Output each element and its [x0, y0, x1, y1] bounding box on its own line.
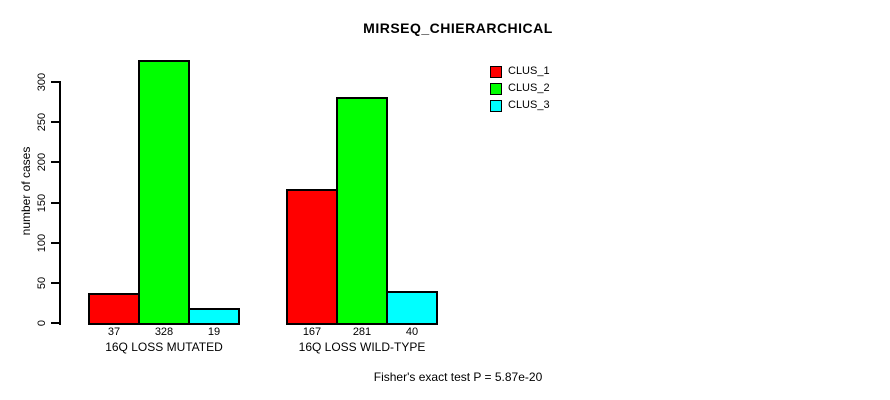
fisher-test-note: Fisher's exact test P = 5.87e-20 — [373, 370, 543, 384]
y-tick-mark — [51, 81, 60, 83]
y-tick-label: 200 — [36, 153, 48, 172]
legend-color-swatch — [490, 100, 502, 112]
bar-clus_3-group2 — [386, 291, 438, 325]
chart-title: MIRSEQ_CHIERARCHICAL — [363, 20, 553, 36]
y-axis-label: number of cases — [19, 146, 33, 236]
bar-clus_3-group1 — [188, 308, 240, 325]
y-tick-mark — [51, 281, 60, 284]
bar-value-label: 167 — [302, 326, 322, 338]
y-tick-label: 0 — [36, 319, 48, 327]
y-tick-label: 250 — [36, 112, 48, 132]
bar-value-label: 19 — [207, 326, 221, 338]
y-tick-mark — [51, 161, 60, 164]
bar-clus_2-group2 — [336, 97, 388, 325]
y-axis-line — [59, 81, 61, 325]
bar-clus_2-group1 — [138, 60, 190, 325]
bar-value-label: 37 — [107, 326, 121, 338]
bar-value-label: 281 — [352, 326, 372, 338]
legend-label: CLUS_1 — [508, 65, 550, 77]
y-tick-label: 150 — [36, 193, 48, 212]
legend-color-swatch — [490, 66, 502, 78]
category-label: 16Q LOSS WILD-TYPE — [298, 340, 426, 354]
y-tick-label: 300 — [36, 72, 48, 92]
legend-label: CLUS_2 — [508, 82, 550, 94]
bar-value-label: 328 — [154, 326, 174, 338]
y-tick-mark — [51, 322, 60, 324]
legend-color-swatch — [490, 83, 502, 95]
category-label: 16Q LOSS MUTATED — [105, 340, 223, 354]
bar-clus_1-group1 — [88, 293, 140, 325]
bar-value-label: 40 — [405, 326, 419, 338]
y-tick-mark — [51, 121, 60, 124]
legend-label: CLUS_3 — [508, 99, 550, 111]
y-tick-mark — [51, 241, 60, 244]
y-tick-label: 50 — [36, 276, 48, 289]
y-tick-label: 100 — [36, 233, 48, 252]
y-tick-mark — [51, 201, 60, 204]
bar-clus_1-group2 — [286, 189, 338, 325]
